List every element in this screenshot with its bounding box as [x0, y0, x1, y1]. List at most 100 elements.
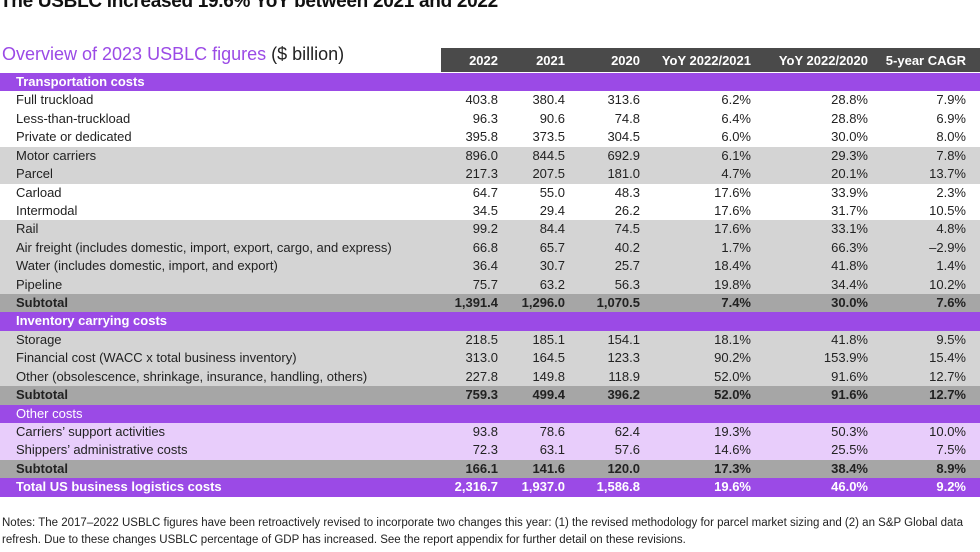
cell-value-2021: 844.5 — [532, 147, 565, 163]
cell-cagr: 10.2% — [929, 276, 966, 292]
table-row: Private or dedicated 395.8 373.5 304.5 6.0% 3… — [0, 128, 980, 147]
cell-value-2021: 1,937.0 — [521, 479, 565, 495]
cell-value-2022: 759.3 — [465, 387, 498, 403]
row-label: Water (includes domestic, import, and ex… — [16, 258, 278, 274]
cell-cagr: 12.7% — [929, 368, 966, 384]
cell-cagr: 8.0% — [936, 129, 966, 145]
section-header: Inventory carrying costs — [0, 312, 980, 331]
row-label: Full truckload — [16, 92, 94, 108]
cell-cagr: 7.5% — [936, 442, 966, 458]
cell-yoy-2022-2021: 1.7% — [721, 239, 751, 255]
column-header-2021: 2021 — [536, 53, 565, 68]
table-row: Pipeline 75.7 63.2 56.3 19.8% 34.4% 10.2% — [0, 275, 980, 295]
column-header-2020: 2020 — [611, 53, 640, 68]
cell-yoy-2022-2020: 41.8% — [831, 258, 868, 274]
table-title-accent: Overview of 2023 USBLC figures — [2, 44, 267, 64]
cell-value-2022: 72.3 — [472, 442, 498, 458]
row-label: Transportation costs — [16, 74, 145, 89]
table-row: Storage 218.5 185.1 154.1 18.1% 41.8% 9.5% — [0, 330, 980, 350]
cell-value-2022: 75.7 — [472, 276, 498, 292]
cell-yoy-2022-2021: 19.3% — [714, 424, 751, 440]
cell-value-2022: 64.7 — [472, 184, 498, 200]
cell-cagr: 13.7% — [929, 166, 966, 182]
row-label: Subtotal — [16, 295, 68, 311]
cell-value-2022: 99.2 — [472, 221, 498, 237]
cell-yoy-2022-2021: 14.6% — [714, 442, 751, 458]
row-label: Parcel — [16, 166, 53, 182]
cell-value-2020: 304.5 — [607, 129, 640, 145]
cell-yoy-2022-2020: 46.0% — [831, 479, 868, 495]
cell-cagr: 9.5% — [936, 331, 966, 347]
cell-yoy-2022-2021: 6.2% — [721, 92, 751, 108]
cell-yoy-2022-2021: 6.1% — [721, 147, 751, 163]
row-label: Less-than-truckload — [16, 110, 131, 126]
cell-cagr: 12.7% — [929, 387, 966, 403]
cell-value-2021: 63.1 — [539, 442, 565, 458]
table-row: Parcel 217.3 207.5 181.0 4.7% 20.1% 13.7% — [0, 165, 980, 184]
cell-value-2020: 62.4 — [614, 424, 640, 440]
table-row: Full truckload 403.8 380.4 313.6 6.2% 28.8% 7.… — [0, 91, 980, 110]
cell-value-2022: 36.4 — [472, 258, 498, 274]
cell-value-2020: 74.8 — [614, 110, 640, 126]
cell-yoy-2022-2021: 6.4% — [721, 110, 751, 126]
cell-value-2020: 56.3 — [614, 276, 640, 292]
usblc-table: Transportation costs Full truckload 403.8 3… — [0, 73, 980, 497]
table-row: Water (includes domestic, import, and ex… — [0, 257, 980, 276]
row-label: Carriers’ support activities — [16, 424, 166, 440]
cell-yoy-2022-2020: 41.8% — [831, 331, 868, 347]
cell-value-2021: 63.2 — [539, 276, 565, 292]
row-label: Intermodal — [16, 202, 78, 218]
cell-cagr: 2.3% — [936, 184, 966, 200]
row-label: Other (obsolescence, shrinkage, insuranc… — [16, 368, 368, 384]
table-row: Carload 64.7 55.0 48.3 17.6% 33.9% 2.3% — [0, 183, 980, 202]
cell-yoy-2022-2020: 38.4% — [831, 460, 868, 476]
cell-yoy-2022-2020: 30.0% — [831, 129, 868, 145]
cell-value-2020: 1,586.8 — [596, 479, 640, 495]
cell-value-2021: 380.4 — [532, 92, 565, 108]
cell-value-2021: 65.7 — [539, 239, 565, 255]
notes: Notes: The 2017–2022 USBLC figures have … — [2, 517, 963, 546]
cell-value-2022: 96.3 — [472, 110, 498, 126]
table-row: Carriers’ support activities 93.8 78.6 62.4… — [0, 423, 980, 442]
cell-yoy-2022-2020: 91.6% — [831, 368, 868, 384]
row-label: Financial cost (WACC x total business in… — [16, 350, 297, 366]
cell-value-2020: 313.6 — [607, 92, 640, 108]
cell-yoy-2022-2020: 91.6% — [831, 387, 868, 403]
cell-cagr: –2.9% — [929, 239, 966, 255]
cell-yoy-2022-2020: 34.4% — [831, 276, 868, 292]
cell-cagr: 7.9% — [936, 92, 966, 108]
row-label: Subtotal — [16, 460, 68, 476]
cell-value-2021: 499.4 — [532, 387, 565, 403]
cell-value-2022: 218.5 — [465, 331, 498, 347]
cell-value-2022: 313.0 — [465, 350, 498, 366]
row-label: Pipeline — [16, 276, 63, 292]
cell-yoy-2022-2020: 66.3% — [831, 239, 868, 255]
subtotal-row: Subtotal 759.3 499.4 396.2 52.0% 91.6% 12.7% — [0, 386, 980, 405]
cell-yoy-2022-2021: 52.0% — [714, 368, 751, 384]
cell-value-2021: 373.5 — [532, 129, 565, 145]
cell-yoy-2022-2020: 25.5% — [831, 442, 868, 458]
table-row: Motor carriers 896.0 844.5 692.9 6.1% 29.3% 7.… — [0, 146, 980, 166]
cell-value-2022: 896.0 — [465, 147, 498, 163]
row-label: Inventory carrying costs — [16, 313, 167, 329]
cell-value-2020: 396.2 — [607, 387, 640, 403]
table-row: Shippers’ administrative costs 72.3 63.1 57… — [0, 441, 980, 460]
table-row: Air freight (includes domestic, import, … — [0, 238, 980, 258]
table-title: Overview of 2023 USBLC figures ($ billio… — [2, 44, 344, 65]
cell-value-2022: 227.8 — [465, 368, 498, 384]
cell-cagr: 4.8% — [936, 221, 966, 237]
cell-cagr: 1.4% — [936, 258, 966, 274]
cell-value-2020: 26.2 — [614, 202, 640, 218]
cell-yoy-2022-2020: 153.9% — [823, 350, 868, 366]
cell-value-2021: 149.8 — [532, 368, 565, 384]
cell-value-2020: 74.5 — [614, 221, 640, 237]
column-header-bar: 2022 2021 2020 YoY 2022/2021 YoY 2022/20… — [441, 48, 980, 72]
column-header-yoy-2020: YoY 2022/2020 — [778, 53, 868, 68]
cell-yoy-2022-2021: 18.4% — [714, 258, 751, 274]
table-row: Less-than-truckload 96.3 90.6 74.8 6.4% 28.8%… — [0, 109, 980, 129]
cell-cagr: 10.5% — [929, 202, 966, 218]
column-header-2022: 2022 — [469, 53, 498, 68]
cell-value-2022: 1,391.4 — [454, 295, 498, 311]
row-label: Other costs — [16, 405, 83, 421]
cell-value-2021: 55.0 — [539, 184, 565, 200]
